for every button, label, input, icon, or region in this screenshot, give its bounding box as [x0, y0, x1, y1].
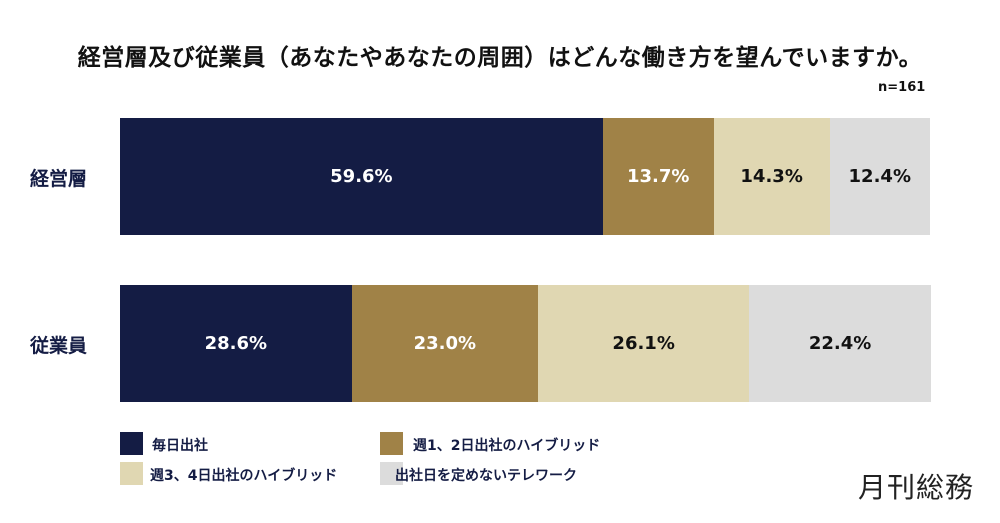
legend-swatch-daily [120, 432, 143, 455]
data-label: 12.4% [848, 166, 911, 187]
chart-title: 経営層及び従業員（あなたやあなたの周囲）はどんな働き方を望んでいますか。 [77, 45, 923, 71]
sample-size: n=161 [878, 80, 926, 95]
data-label: 14.3% [740, 166, 803, 187]
bar-segment: 23.0% [351, 285, 538, 402]
bar-employees: 28.6% 23.0% 26.1% 22.4% [120, 285, 931, 402]
bar-segment: 13.7% [602, 118, 714, 235]
legend-swatch-hybrid-1-2 [380, 432, 403, 455]
bar-segment: 22.4% [749, 285, 931, 402]
data-label: 23.0% [413, 333, 477, 354]
row-label-employees: 従業員 [30, 335, 88, 357]
data-label: 26.1% [612, 333, 675, 354]
data-label: 28.6% [204, 333, 268, 354]
bar-segment: 59.6% [120, 118, 603, 235]
publisher-logo: 月刊総務 [858, 471, 975, 504]
legend-label-telework: 出社日を定めないテレワーク [395, 468, 577, 484]
legend-label-hybrid-3-4: 週3、4日出社のハイブリッド [150, 468, 338, 484]
row-label-executives: 経営層 [30, 168, 88, 190]
legend-swatch-hybrid-3-4 [120, 462, 143, 485]
data-label: 59.6% [330, 166, 393, 187]
bar-segment: 28.6% [120, 285, 352, 402]
legend-swatch-telework [380, 462, 403, 485]
data-label: 22.4% [808, 333, 872, 354]
bar-executives: 59.6% 13.7% 14.3% 12.4% [120, 118, 930, 235]
legend-label-hybrid-1-2: 週1、2日出社のハイブリッド [413, 438, 601, 454]
bar-segment: 12.4% [829, 118, 930, 235]
bar-segment: 14.3% [713, 118, 830, 235]
legend-label-daily: 毎日出社 [152, 438, 208, 454]
data-label: 13.7% [627, 166, 690, 187]
bar-segment: 26.1% [537, 285, 750, 402]
